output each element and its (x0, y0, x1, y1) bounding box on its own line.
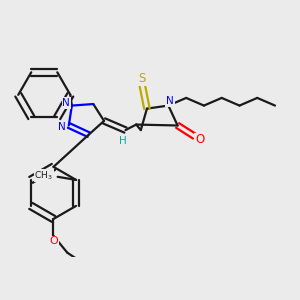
Text: N: N (58, 122, 66, 132)
Text: O: O (195, 134, 205, 146)
Text: CH$_3$: CH$_3$ (34, 169, 53, 182)
Text: S: S (139, 72, 146, 86)
Text: O: O (49, 236, 58, 246)
Text: H: H (118, 136, 126, 146)
Text: N: N (62, 98, 70, 108)
Text: N: N (166, 96, 174, 106)
